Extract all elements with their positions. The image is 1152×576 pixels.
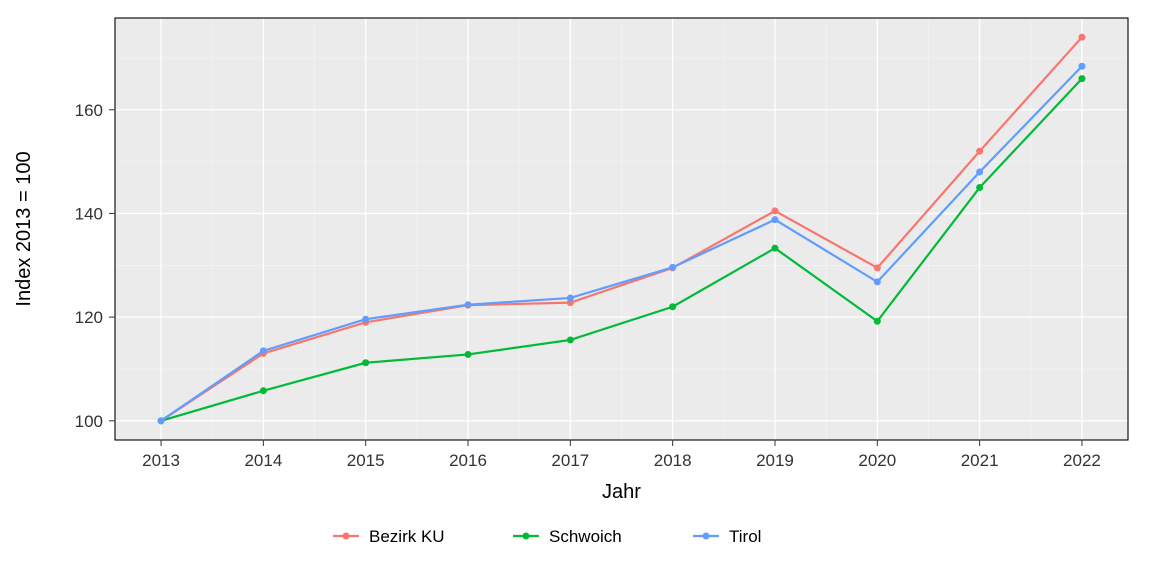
x-tick-label: 2018 xyxy=(654,451,692,470)
y-tick-label: 160 xyxy=(75,101,103,120)
series-point-tirol xyxy=(260,347,267,354)
series-point-tirol xyxy=(976,168,983,175)
series-point-tirol xyxy=(771,216,778,223)
x-tick-label: 2020 xyxy=(858,451,896,470)
series-point-schwoich xyxy=(362,359,369,366)
x-tick-label: 2019 xyxy=(756,451,794,470)
x-tick-label: 2015 xyxy=(347,451,385,470)
legend-label-schwoich: Schwoich xyxy=(549,527,622,546)
series-point-tirol xyxy=(1078,63,1085,70)
series-point-bezirk_ku xyxy=(874,264,881,271)
y-tick-label: 120 xyxy=(75,308,103,327)
series-point-tirol xyxy=(874,278,881,285)
line-chart: 2013 2014 2015 2016 2017 2018 2019 2020 2021 2022… xyxy=(0,0,1152,576)
x-tick-label: 2022 xyxy=(1063,451,1101,470)
series-point-schwoich xyxy=(1078,75,1085,82)
series-point-tirol xyxy=(567,294,574,301)
series-point-tirol xyxy=(158,417,165,424)
legend-label-bezirk_ku: Bezirk KU xyxy=(369,527,445,546)
series-point-schwoich xyxy=(567,336,574,343)
series-point-schwoich xyxy=(260,387,267,394)
x-tick-label: 2021 xyxy=(961,451,999,470)
x-tick-label: 2017 xyxy=(551,451,589,470)
x-tick-label: 2016 xyxy=(449,451,487,470)
legend-label-tirol: Tirol xyxy=(729,527,761,546)
series-point-bezirk_ku xyxy=(771,207,778,214)
x-axis-label: Jahr xyxy=(602,481,641,503)
series-point-tirol xyxy=(465,301,472,308)
series-point-schwoich xyxy=(771,245,778,252)
y-tick-label: 100 xyxy=(75,412,103,431)
series-point-tirol xyxy=(669,264,676,271)
series-point-bezirk_ku xyxy=(1078,34,1085,41)
y-axis-label: Index 2013 = 100 xyxy=(13,151,35,306)
series-point-tirol xyxy=(362,316,369,323)
y-tick-label: 140 xyxy=(75,204,103,223)
legend-marker-schwoich xyxy=(523,533,530,540)
legend-marker-tirol xyxy=(703,533,710,540)
x-tick-label: 2014 xyxy=(244,451,282,470)
series-point-schwoich xyxy=(465,351,472,358)
chart-container: 2013 2014 2015 2016 2017 2018 2019 2020 2021 2022… xyxy=(0,0,1152,576)
series-point-bezirk_ku xyxy=(976,148,983,155)
x-tick-label: 2013 xyxy=(142,451,180,470)
legend-marker-bezirk_ku xyxy=(343,533,350,540)
series-point-schwoich xyxy=(669,303,676,310)
series-point-schwoich xyxy=(874,318,881,325)
series-point-schwoich xyxy=(976,184,983,191)
